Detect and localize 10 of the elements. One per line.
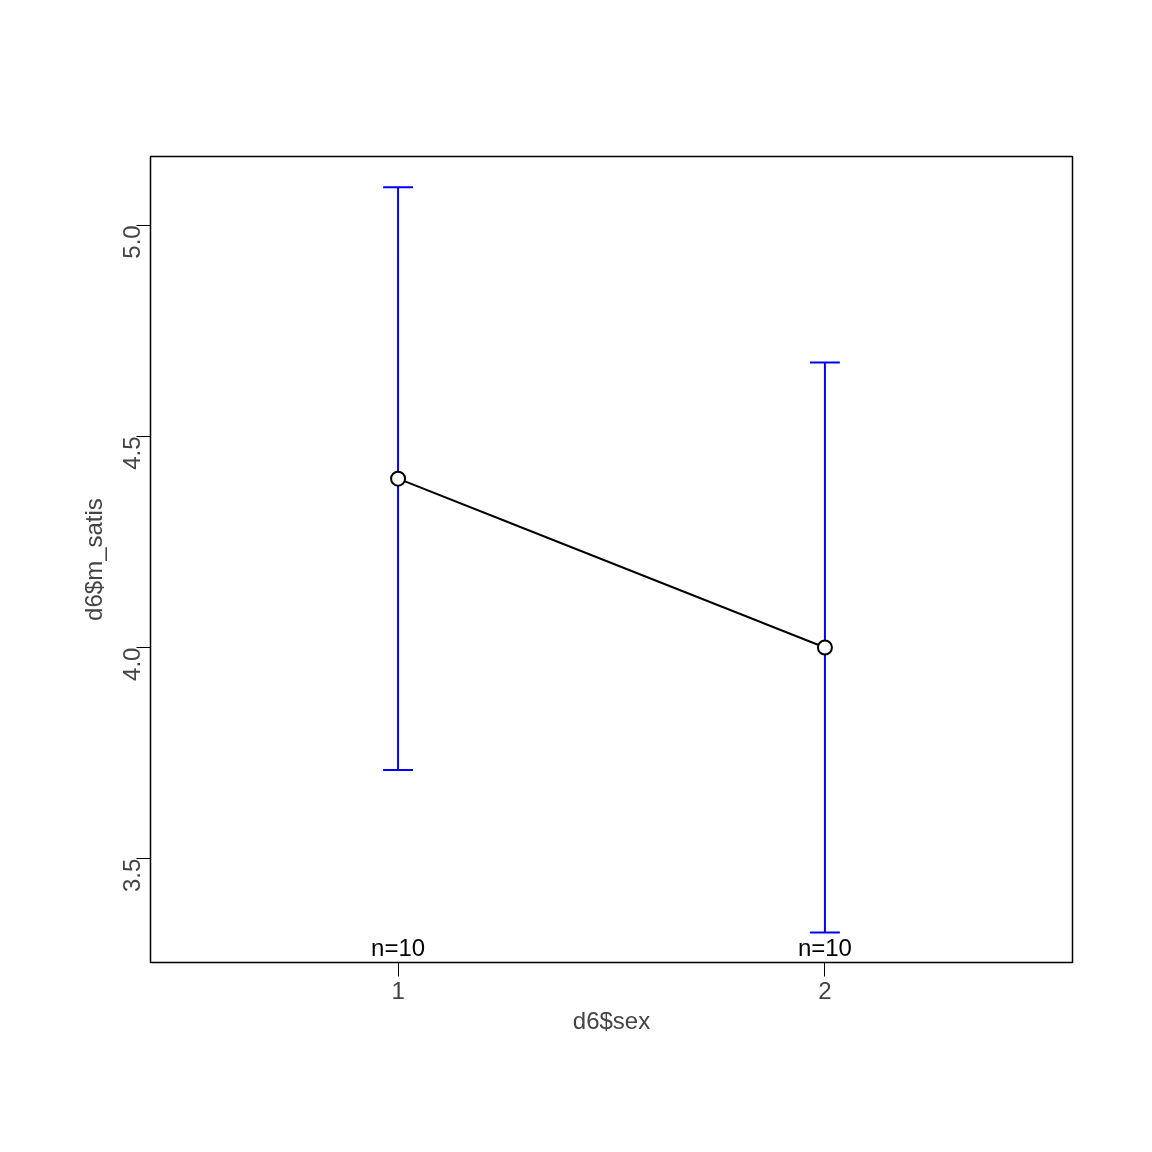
x-tick-label: 2 — [818, 976, 832, 1004]
y-tick-label: 4.0 — [118, 647, 145, 681]
y-axis-title: d6$m_satis — [79, 498, 107, 621]
x-tick-label: 1 — [391, 976, 405, 1004]
y-tick-label: 5.0 — [118, 225, 145, 259]
y-tick-label: 4.5 — [118, 436, 145, 470]
annotation: n=10 — [797, 933, 852, 961]
annotation: n=10 — [371, 933, 426, 961]
y-tick-label: 3.5 — [118, 858, 145, 892]
x-axis-title: d6$sex — [572, 1006, 651, 1034]
